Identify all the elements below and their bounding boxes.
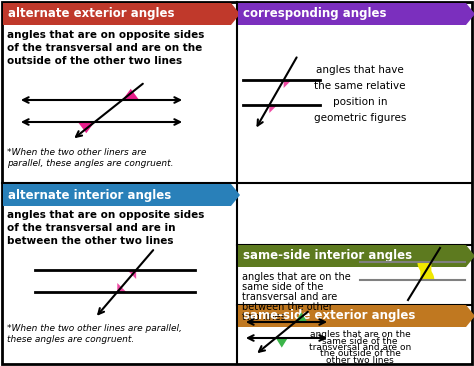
Text: other two lines: other two lines — [326, 356, 394, 365]
Text: two lines: two lines — [242, 312, 286, 322]
Text: same side of the: same side of the — [242, 282, 323, 292]
Polygon shape — [117, 283, 126, 292]
Text: geometric figures: geometric figures — [314, 113, 406, 123]
Polygon shape — [295, 313, 307, 322]
Text: angles that have: angles that have — [316, 65, 404, 75]
Text: of the transversal and are in: of the transversal and are in — [7, 223, 175, 233]
Polygon shape — [231, 184, 240, 206]
Text: the outside of the: the outside of the — [319, 350, 401, 359]
Polygon shape — [127, 270, 136, 279]
Bar — [238, 3, 466, 25]
Polygon shape — [466, 3, 474, 25]
Text: these angles are congruent.: these angles are congruent. — [7, 335, 134, 344]
Text: angles that are on opposite sides: angles that are on opposite sides — [7, 30, 204, 40]
Bar — [3, 3, 231, 25]
Polygon shape — [269, 105, 277, 113]
Text: *When the two other lines are parallel,: *When the two other lines are parallel, — [7, 324, 182, 333]
Polygon shape — [283, 80, 292, 88]
Text: angles that are on opposite sides: angles that are on opposite sides — [7, 210, 204, 220]
Text: outside of the other two lines: outside of the other two lines — [7, 56, 182, 66]
Polygon shape — [466, 245, 474, 267]
Polygon shape — [231, 3, 240, 25]
Text: transversal and are on: transversal and are on — [309, 343, 411, 352]
Polygon shape — [420, 266, 434, 280]
Bar — [238, 245, 466, 267]
Polygon shape — [122, 89, 139, 100]
Text: alternate exterior angles: alternate exterior angles — [8, 7, 174, 20]
Text: parallel, these angles are congruent.: parallel, these angles are congruent. — [7, 159, 173, 168]
Text: same-side exterior angles: same-side exterior angles — [243, 310, 415, 322]
Polygon shape — [276, 338, 288, 348]
Text: angles that are on the: angles that are on the — [310, 330, 410, 339]
Text: between the other two lines: between the other two lines — [7, 236, 173, 246]
Polygon shape — [78, 122, 95, 133]
Text: of the transversal and are on the: of the transversal and are on the — [7, 43, 202, 53]
Text: the same relative: the same relative — [314, 81, 406, 91]
Text: between the other: between the other — [242, 302, 333, 312]
Bar — [238, 305, 466, 327]
Text: alternate interior angles: alternate interior angles — [8, 188, 171, 202]
Polygon shape — [418, 262, 431, 276]
Text: same side of the: same side of the — [322, 336, 398, 346]
Text: same-side interior angles: same-side interior angles — [243, 250, 412, 262]
Text: *When the two other liners are: *When the two other liners are — [7, 148, 146, 157]
Text: position in: position in — [333, 97, 387, 107]
Text: corresponding angles: corresponding angles — [243, 7, 386, 20]
Polygon shape — [466, 305, 474, 327]
Bar — [3, 184, 231, 206]
Text: transversal and are: transversal and are — [242, 292, 337, 302]
Text: angles that are on the: angles that are on the — [242, 272, 351, 282]
